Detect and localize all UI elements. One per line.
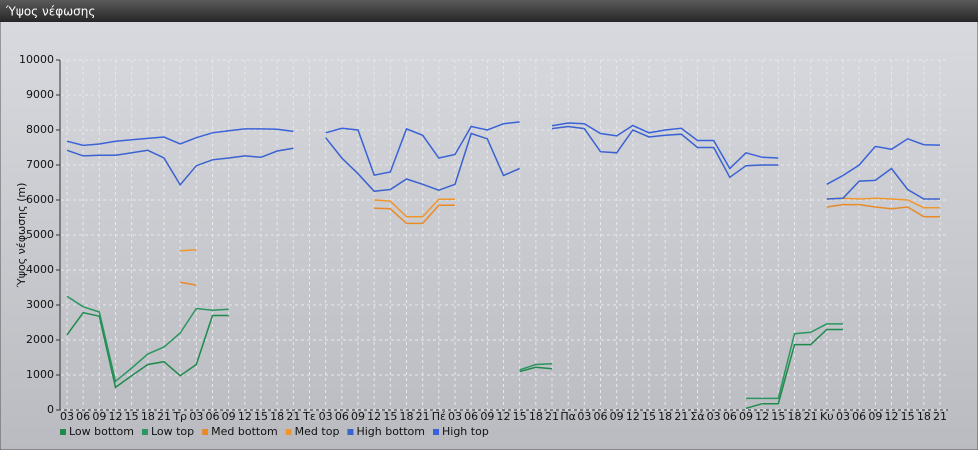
x-tick-label: 21: [286, 410, 300, 423]
x-tick-label: 18: [141, 410, 155, 423]
series-line: [66, 295, 843, 400]
legend-label: Low top: [151, 425, 194, 438]
x-tick-label: 12: [367, 410, 381, 423]
x-tick-label: 03: [319, 410, 333, 423]
series-line: [66, 125, 940, 200]
legend-label: Med bottom: [211, 425, 278, 438]
y-tick-label: 5000: [26, 228, 54, 241]
x-tick-label: Τρ: [172, 410, 187, 423]
x-tick-label: 15: [771, 410, 785, 423]
y-tick-label: 7000: [26, 158, 54, 171]
legend-swatch: [141, 429, 148, 435]
x-tick-label: 15: [642, 410, 656, 423]
x-tick-label: 18: [658, 410, 672, 423]
x-tick-label: 21: [933, 410, 947, 423]
series-line: [180, 197, 940, 252]
x-tick-label: 12: [755, 410, 769, 423]
legend-label: Med top: [295, 425, 340, 438]
x-tick-label: 12: [497, 410, 511, 423]
x-tick-label: 21: [804, 410, 818, 423]
y-tick-label: 1000: [26, 368, 54, 381]
x-tick-label: 06: [76, 410, 90, 423]
x-tick-label: 21: [545, 410, 559, 423]
y-tick-label: 2000: [26, 333, 54, 346]
x-tick-label: 15: [125, 410, 139, 423]
x-tick-label: 18: [788, 410, 802, 423]
y-axis-label: Ύψος νέφωσης (m): [15, 183, 28, 289]
x-tick-label: 12: [238, 410, 252, 423]
y-tick-label: 10000: [19, 53, 54, 66]
x-tick-label: 03: [577, 410, 591, 423]
x-tick-label: Κυ: [820, 410, 834, 423]
y-tick-label: 0: [47, 403, 54, 416]
title-bar: [0, 0, 978, 22]
x-tick-label: 15: [901, 410, 915, 423]
legend-swatch: [285, 429, 292, 435]
x-tick-label: 21: [416, 410, 430, 423]
x-tick-label: 03: [189, 410, 203, 423]
x-tick-label: 12: [109, 410, 123, 423]
x-tick-label: 06: [206, 410, 220, 423]
x-tick-label: 18: [400, 410, 414, 423]
y-tick-label: 9000: [26, 88, 54, 101]
series-line: [66, 121, 941, 185]
x-tick-label: 03: [836, 410, 850, 423]
x-tick-label: 21: [674, 410, 688, 423]
x-tick-label: Πέ: [432, 410, 446, 423]
x-tick-label: 03: [707, 410, 721, 423]
series-line: [66, 311, 843, 410]
x-tick-label: Τε: [302, 410, 316, 423]
x-tick-label: 15: [254, 410, 268, 423]
legend-swatch: [60, 429, 66, 435]
x-tick-label: 03: [448, 410, 462, 423]
x-tick-label: 09: [222, 410, 236, 423]
x-tick-label: 12: [885, 410, 899, 423]
x-tick-label: 15: [383, 410, 397, 423]
x-tick-label: 09: [868, 410, 882, 423]
legend-swatch: [433, 429, 439, 435]
x-tick-label: 06: [852, 410, 866, 423]
legend-swatch: [347, 429, 354, 435]
x-tick-label: 21: [157, 410, 171, 423]
legend-label: High top: [442, 425, 489, 438]
x-tick-label: 09: [610, 410, 624, 423]
x-tick-label: 09: [739, 410, 753, 423]
y-tick-label: 8000: [26, 123, 54, 136]
x-tick-label: Σά: [690, 410, 704, 423]
panel-title: Ύψος νέφωσης: [5, 5, 95, 19]
legend-label: High bottom: [356, 425, 425, 438]
x-tick-label: 03: [60, 410, 74, 423]
x-tick-label: 06: [723, 410, 737, 423]
y-tick-label: 6000: [26, 193, 54, 206]
x-tick-label: 09: [92, 410, 106, 423]
legend-label: Low bottom: [69, 425, 134, 438]
x-tick-label: 18: [529, 410, 543, 423]
x-tick-label: 06: [594, 410, 608, 423]
x-tick-label: 18: [917, 410, 931, 423]
legend-swatch: [202, 429, 209, 435]
series-line: [180, 203, 940, 286]
y-tick-label: 3000: [26, 298, 54, 311]
x-tick-label: 09: [480, 410, 494, 423]
x-tick-label: 06: [464, 410, 478, 423]
x-tick-label: 12: [626, 410, 640, 423]
x-tick-label: 09: [351, 410, 365, 423]
x-tick-label: 06: [335, 410, 349, 423]
x-tick-label: 15: [513, 410, 527, 423]
x-tick-label: Πα: [560, 410, 576, 423]
y-tick-label: 4000: [26, 263, 54, 276]
x-tick-label: 18: [270, 410, 284, 423]
